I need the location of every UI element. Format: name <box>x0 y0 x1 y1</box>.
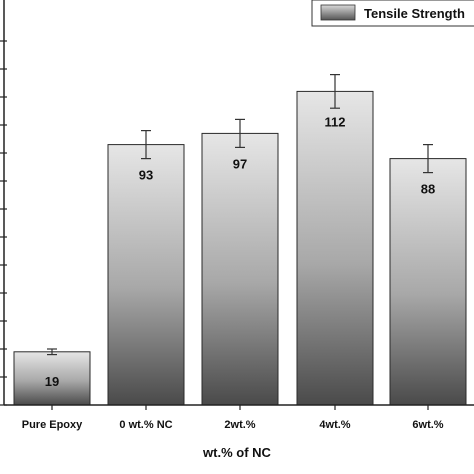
legend: Tensile Strength <box>311 0 474 27</box>
data-labels-layer: 19 93 97 112 88 <box>45 114 435 388</box>
x-axis-title: wt.% of NC <box>202 445 271 460</box>
bar-4 <box>389 158 467 406</box>
error-bar-2 <box>235 118 245 148</box>
bar-2 <box>201 132 279 406</box>
data-label-1: 93 <box>139 168 153 183</box>
data-label-3: 112 <box>325 114 346 129</box>
x-tick-label-1: 0 wt.% NC <box>119 419 172 431</box>
error-bar-0 <box>47 348 57 356</box>
error-bar-4 <box>423 144 433 174</box>
x-tick-label-2: 2wt.% <box>224 419 255 431</box>
bar-0 <box>13 351 91 406</box>
bar-3 <box>296 90 374 406</box>
data-label-0: 19 <box>45 374 59 389</box>
y-ticks <box>0 40 7 406</box>
x-tick-label-4: 6wt.% <box>412 419 443 431</box>
x-ticks: Pure Epoxy 0 wt.% NC 2wt.% 4wt.% 6wt.% <box>22 405 444 431</box>
data-label-4: 88 <box>421 182 435 197</box>
x-tick-label-0: Pure Epoxy <box>22 419 83 431</box>
error-bar-3 <box>330 73 340 109</box>
x-tick-label-3: 4wt.% <box>319 419 350 431</box>
error-bar-1 <box>141 130 151 160</box>
legend-swatch <box>320 4 356 21</box>
bar-1 <box>107 144 185 406</box>
data-label-2: 97 <box>233 156 247 171</box>
error-bars-layer <box>47 73 433 356</box>
legend-label: Tensile Strength <box>364 6 465 21</box>
